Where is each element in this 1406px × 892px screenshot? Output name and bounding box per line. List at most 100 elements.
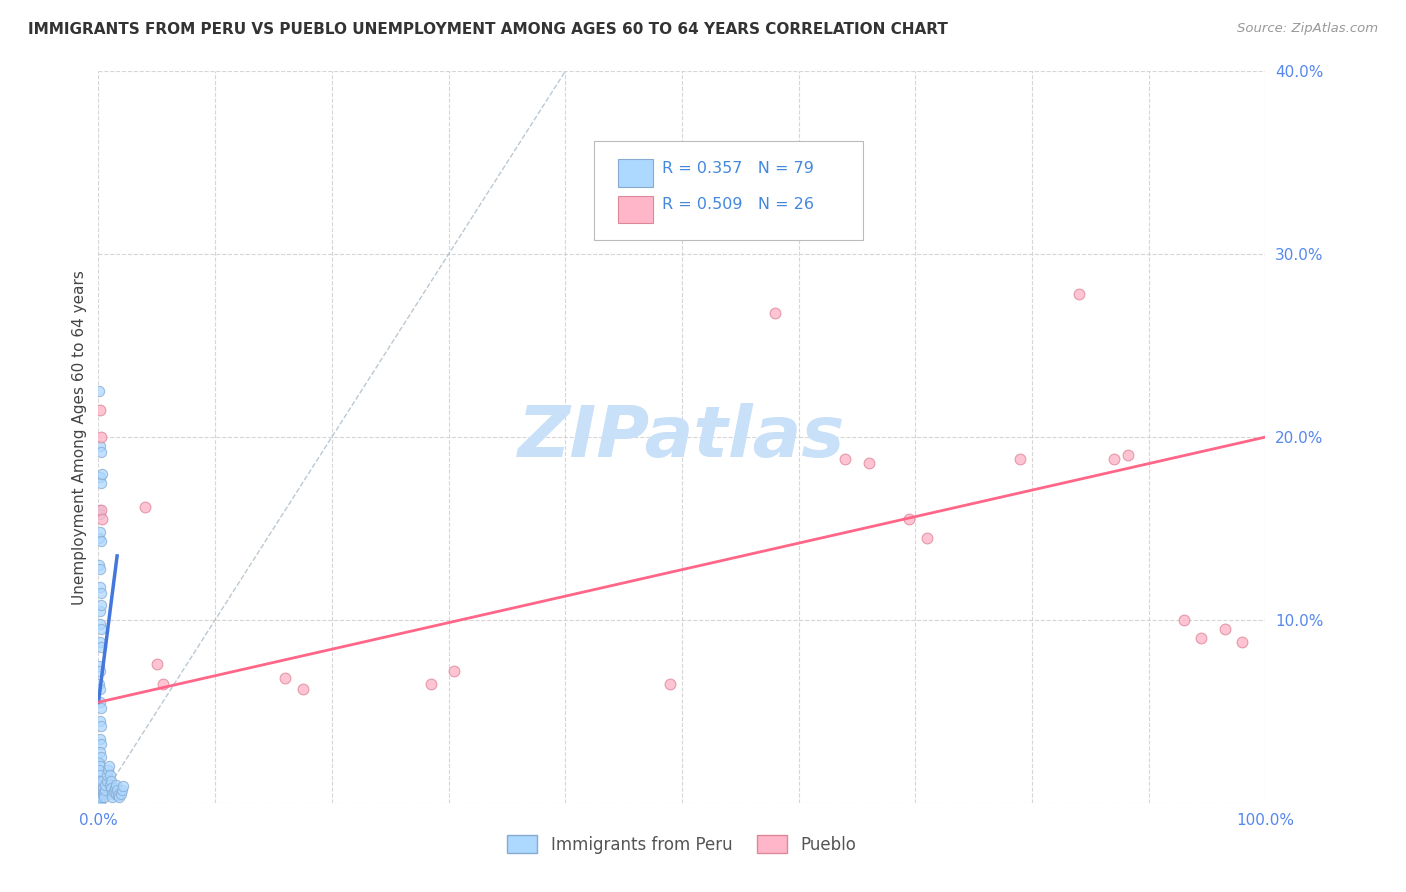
Point [91, 781, 114, 796]
Point [89, 768, 111, 782]
Point [89, 604, 111, 618]
Point [89, 470, 111, 484]
Point [90, 790, 112, 805]
Point [1116, 448, 1139, 462]
Point [90, 467, 112, 481]
Point [96, 768, 118, 782]
Point [291, 682, 314, 697]
Point [915, 531, 938, 545]
Point [107, 789, 129, 803]
Point [93, 790, 115, 805]
Point [110, 787, 132, 801]
Point [89, 562, 111, 576]
Legend: Immigrants from Peru, Pueblo: Immigrants from Peru, Pueblo [501, 829, 863, 860]
Point [87, 677, 110, 691]
Point [90, 737, 112, 751]
Point [87, 763, 110, 777]
Point [763, 306, 786, 320]
Point [834, 452, 856, 467]
Point [111, 783, 134, 797]
Point [1173, 613, 1195, 627]
Bar [617, 159, 652, 187]
Point [98, 768, 121, 782]
Point [101, 787, 124, 801]
Point [1010, 452, 1032, 467]
Point [89, 525, 111, 540]
Point [420, 677, 443, 691]
Point [89, 439, 111, 453]
Point [659, 677, 682, 691]
Point [89, 682, 111, 697]
Point [104, 787, 127, 801]
Point [1189, 632, 1212, 646]
Point [89, 635, 111, 649]
Point [89, 695, 111, 709]
Point [97, 763, 120, 777]
Point [87, 790, 110, 805]
FancyBboxPatch shape [595, 141, 863, 240]
Point [87, 773, 110, 788]
Point [90, 780, 112, 794]
Text: ZIPatlas: ZIPatlas [519, 402, 845, 472]
Point [90, 640, 112, 655]
Point [100, 773, 122, 788]
Point [87, 503, 110, 517]
Point [1213, 622, 1236, 636]
Point [89, 778, 111, 792]
Y-axis label: Unemployment Among Ages 60 to 64 years: Unemployment Among Ages 60 to 64 years [72, 269, 87, 605]
Point [101, 790, 124, 805]
Point [90, 750, 112, 764]
Point [98, 778, 121, 792]
Point [89, 580, 111, 594]
Point [87, 756, 110, 770]
Point [90, 585, 112, 599]
Point [94, 778, 117, 792]
Point [87, 384, 110, 399]
Point [94, 783, 117, 797]
Point [741, 211, 763, 225]
Point [89, 714, 111, 728]
Point [87, 794, 110, 808]
Point [146, 657, 169, 671]
Point [89, 507, 111, 521]
Text: R = 0.357   N = 79: R = 0.357 N = 79 [662, 161, 814, 176]
Point [90, 622, 112, 636]
Point [858, 456, 880, 470]
Point [89, 783, 111, 797]
Point [1067, 287, 1090, 301]
Point [89, 759, 111, 773]
Point [87, 558, 110, 573]
Point [89, 402, 111, 417]
Text: R = 0.509   N = 26: R = 0.509 N = 26 [662, 197, 814, 212]
Point [87, 531, 110, 545]
Point [108, 790, 131, 805]
Point [97, 759, 120, 773]
Point [104, 781, 127, 796]
Point [91, 787, 114, 801]
Point [90, 785, 112, 799]
Point [90, 719, 112, 733]
Text: IMMIGRANTS FROM PERU VS PUEBLO UNEMPLOYMENT AMONG AGES 60 TO 64 YEARS CORRELATIO: IMMIGRANTS FROM PERU VS PUEBLO UNEMPLOYM… [28, 22, 948, 37]
Bar [617, 195, 652, 224]
Point [87, 781, 110, 796]
Point [90, 430, 112, 444]
Point [89, 795, 111, 809]
Point [898, 512, 921, 526]
Point [87, 658, 110, 673]
Point [103, 785, 125, 799]
Point [152, 677, 174, 691]
Point [90, 512, 112, 526]
Point [111, 780, 134, 794]
Point [96, 773, 118, 788]
Point [90, 534, 112, 549]
Point [1102, 452, 1125, 467]
Point [89, 664, 111, 678]
Point [443, 664, 465, 678]
Point [90, 503, 112, 517]
Point [90, 444, 112, 458]
Point [90, 773, 112, 788]
Point [104, 778, 127, 792]
Point [89, 792, 111, 806]
Point [90, 599, 112, 613]
Point [90, 700, 112, 714]
